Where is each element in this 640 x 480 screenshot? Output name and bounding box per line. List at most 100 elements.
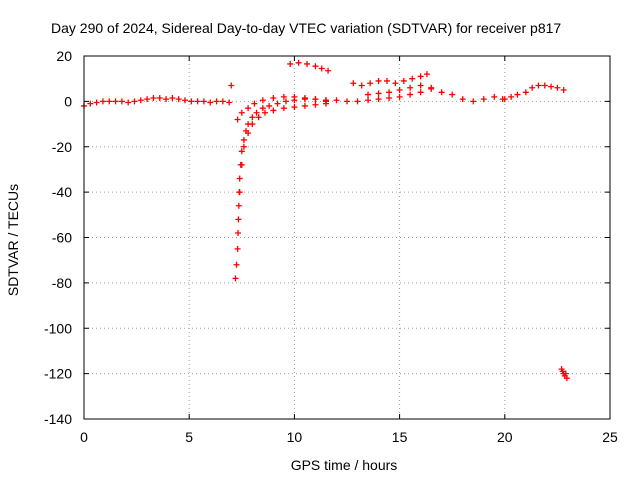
data-point bbox=[396, 93, 403, 100]
data-point bbox=[392, 80, 399, 87]
data-point bbox=[318, 65, 325, 72]
data-point bbox=[188, 98, 195, 105]
data-point bbox=[137, 97, 144, 104]
data-point bbox=[150, 94, 157, 101]
data-points bbox=[81, 59, 570, 382]
data-point bbox=[106, 98, 113, 105]
data-point bbox=[501, 96, 508, 103]
y-axis-label: SDTVAR / TECUs bbox=[5, 184, 21, 296]
data-point bbox=[375, 77, 382, 84]
data-point bbox=[175, 96, 182, 103]
data-point bbox=[375, 90, 382, 97]
data-point bbox=[232, 275, 239, 282]
data-point bbox=[99, 98, 106, 105]
data-point bbox=[233, 261, 240, 268]
data-point bbox=[253, 109, 260, 116]
data-point bbox=[245, 130, 252, 137]
data-point bbox=[280, 93, 287, 100]
data-point bbox=[407, 91, 414, 98]
data-point bbox=[245, 105, 252, 112]
data-point bbox=[238, 109, 245, 116]
data-point bbox=[240, 136, 247, 143]
data-point bbox=[207, 99, 214, 106]
series-arc-upper bbox=[234, 93, 329, 123]
data-point bbox=[181, 97, 188, 104]
data-point bbox=[301, 94, 308, 101]
data-point bbox=[163, 96, 170, 103]
series-rising-band-a bbox=[350, 71, 430, 89]
data-point bbox=[144, 96, 151, 103]
x-tick-label: 25 bbox=[602, 429, 618, 445]
data-point bbox=[228, 82, 235, 89]
y-tick-label: -40 bbox=[52, 184, 72, 200]
data-point bbox=[87, 100, 94, 107]
data-point bbox=[249, 114, 256, 121]
series-late-segment bbox=[501, 82, 567, 103]
data-point bbox=[409, 75, 416, 82]
data-point bbox=[333, 97, 340, 104]
data-point bbox=[226, 99, 233, 106]
data-point bbox=[282, 98, 289, 105]
data-point bbox=[270, 94, 277, 101]
data-point bbox=[259, 97, 266, 104]
data-point bbox=[295, 59, 302, 66]
data-point bbox=[383, 77, 390, 84]
data-point bbox=[259, 105, 266, 112]
data-point bbox=[266, 102, 273, 109]
y-tick-label: -100 bbox=[44, 320, 72, 336]
x-tick-label: 5 bbox=[185, 429, 193, 445]
data-point bbox=[367, 80, 374, 87]
x-axis-label: GPS time / hours bbox=[291, 457, 398, 473]
data-point bbox=[375, 96, 382, 103]
data-point bbox=[238, 161, 245, 168]
data-point bbox=[480, 96, 487, 103]
data-point bbox=[344, 98, 350, 105]
data-point bbox=[560, 87, 567, 94]
data-point bbox=[93, 99, 100, 106]
data-point bbox=[238, 148, 245, 155]
data-point bbox=[508, 93, 515, 100]
data-point bbox=[548, 83, 555, 90]
data-point bbox=[325, 67, 332, 74]
series-high-band bbox=[287, 59, 332, 74]
data-point bbox=[219, 98, 226, 105]
data-point bbox=[459, 96, 466, 103]
y-tick-label: -140 bbox=[44, 411, 72, 427]
data-point bbox=[354, 98, 361, 105]
data-point bbox=[312, 101, 319, 108]
x-tick-label: 20 bbox=[497, 429, 513, 445]
data-point bbox=[358, 82, 365, 89]
data-point bbox=[236, 175, 243, 182]
data-point bbox=[386, 89, 393, 96]
data-point bbox=[417, 82, 424, 89]
data-point bbox=[236, 189, 243, 196]
data-point bbox=[118, 98, 125, 105]
data-point bbox=[491, 93, 498, 100]
x-tick-label: 0 bbox=[80, 429, 88, 445]
data-point bbox=[291, 104, 298, 111]
x-tick-label: 15 bbox=[392, 429, 408, 445]
data-point bbox=[470, 98, 477, 105]
chart-title: Day 290 of 2024, Sidereal Day-to-day VTE… bbox=[51, 20, 561, 36]
series-arc-descent bbox=[232, 96, 329, 282]
data-point bbox=[396, 87, 403, 94]
data-point bbox=[304, 60, 311, 67]
data-point bbox=[274, 100, 281, 107]
x-tick-label: 10 bbox=[287, 429, 303, 445]
data-point bbox=[423, 71, 430, 78]
data-point bbox=[322, 98, 329, 105]
data-point bbox=[261, 109, 268, 116]
grid-lines bbox=[84, 56, 610, 419]
data-point bbox=[169, 94, 176, 101]
data-point bbox=[234, 245, 241, 252]
data-point bbox=[125, 99, 132, 106]
data-point bbox=[112, 98, 119, 105]
series-arc-middle bbox=[236, 100, 329, 196]
data-point bbox=[200, 98, 207, 105]
data-point bbox=[400, 77, 407, 84]
data-point bbox=[280, 105, 287, 112]
data-point bbox=[312, 63, 319, 70]
series-rising-band-b bbox=[365, 82, 435, 98]
data-point bbox=[251, 100, 258, 107]
series-isolated-point bbox=[228, 82, 235, 89]
